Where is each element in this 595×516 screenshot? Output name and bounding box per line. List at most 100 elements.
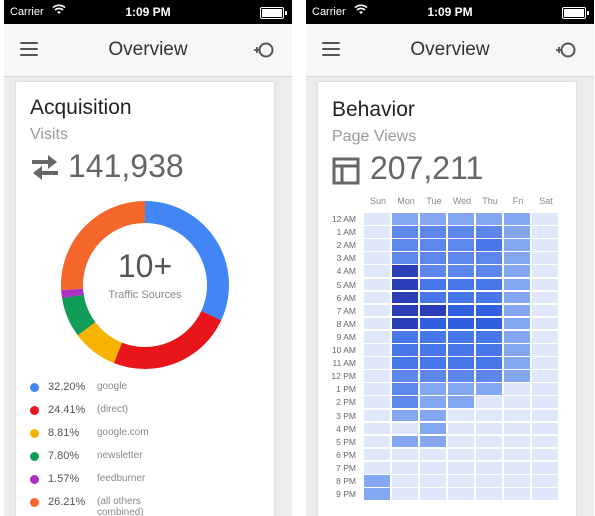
heatmap-cell[interactable] bbox=[504, 461, 530, 474]
donut-slice-2[interactable] bbox=[77, 322, 122, 364]
heatmap-cell[interactable] bbox=[364, 304, 390, 317]
hamburger-menu-icon[interactable] bbox=[20, 42, 38, 58]
heatmap-cell[interactable] bbox=[364, 239, 390, 251]
traffic-sources-donut-chart[interactable]: 10+ Traffic Sources bbox=[60, 200, 230, 370]
heatmap-cell[interactable] bbox=[420, 475, 446, 487]
heatmap-cell[interactable] bbox=[504, 488, 530, 500]
heatmap-cell[interactable] bbox=[420, 213, 446, 225]
heatmap-cell[interactable] bbox=[448, 488, 474, 500]
heatmap-cell[interactable] bbox=[532, 291, 558, 304]
heatmap-cell[interactable] bbox=[504, 344, 530, 356]
heatmap-cell[interactable] bbox=[532, 304, 558, 317]
heatmap-cell[interactable] bbox=[420, 278, 446, 291]
heatmap-cell[interactable] bbox=[420, 265, 446, 278]
heatmap-cell[interactable] bbox=[532, 488, 558, 500]
donut-slice-1[interactable] bbox=[113, 310, 222, 369]
heatmap-cell[interactable] bbox=[364, 409, 390, 422]
heatmap-cell[interactable] bbox=[392, 488, 418, 500]
heatmap-cell[interactable] bbox=[476, 252, 502, 264]
heatmap-cell[interactable] bbox=[504, 226, 530, 238]
heatmap-cell[interactable] bbox=[448, 409, 474, 422]
heatmap-cell[interactable] bbox=[532, 252, 558, 264]
heatmap-cell[interactable] bbox=[476, 344, 502, 356]
heatmap-cell[interactable] bbox=[392, 409, 418, 422]
heatmap-cell[interactable] bbox=[532, 265, 558, 278]
heatmap-cell[interactable] bbox=[476, 317, 502, 330]
heatmap-cell[interactable] bbox=[532, 435, 558, 448]
heatmap-cell[interactable] bbox=[420, 383, 446, 395]
heatmap-cell[interactable] bbox=[476, 330, 502, 343]
heatmap-cell[interactable] bbox=[532, 278, 558, 291]
heatmap-cell[interactable] bbox=[504, 278, 530, 291]
heatmap-cell[interactable] bbox=[476, 291, 502, 304]
heatmap-cell[interactable] bbox=[364, 435, 390, 448]
heatmap-cell[interactable] bbox=[504, 239, 530, 251]
heatmap-cell[interactable] bbox=[420, 226, 446, 238]
heatmap-cell[interactable] bbox=[476, 422, 502, 435]
heatmap-cell[interactable] bbox=[392, 461, 418, 474]
heatmap-cell[interactable] bbox=[420, 488, 446, 500]
heatmap-cell[interactable] bbox=[504, 330, 530, 343]
heatmap-cell[interactable] bbox=[504, 291, 530, 304]
heatmap-cell[interactable] bbox=[504, 435, 530, 448]
heatmap-cell[interactable] bbox=[420, 448, 446, 461]
heatmap-cell[interactable] bbox=[364, 213, 390, 225]
heatmap-cell[interactable] bbox=[392, 265, 418, 278]
heatmap-cell[interactable] bbox=[532, 422, 558, 435]
heatmap-cell[interactable] bbox=[364, 278, 390, 291]
heatmap-cell[interactable] bbox=[392, 317, 418, 330]
heatmap-cell[interactable] bbox=[448, 396, 474, 409]
heatmap-cell[interactable] bbox=[392, 304, 418, 317]
heatmap-cell[interactable] bbox=[364, 344, 390, 356]
heatmap-cell[interactable] bbox=[364, 330, 390, 343]
heatmap-cell[interactable] bbox=[504, 213, 530, 225]
heatmap-cell[interactable] bbox=[476, 383, 502, 395]
heatmap-cell[interactable] bbox=[504, 448, 530, 461]
heatmap-cell[interactable] bbox=[392, 239, 418, 251]
heatmap-cell[interactable] bbox=[392, 370, 418, 382]
donut-slice-4[interactable] bbox=[61, 288, 84, 299]
heatmap-cell[interactable] bbox=[448, 265, 474, 278]
heatmap-cell[interactable] bbox=[448, 239, 474, 251]
hamburger-menu-icon[interactable] bbox=[322, 42, 340, 58]
heatmap-cell[interactable] bbox=[448, 291, 474, 304]
heatmap-cell[interactable] bbox=[392, 475, 418, 487]
donut-slice-3[interactable] bbox=[62, 294, 96, 336]
heatmap-cell[interactable] bbox=[448, 370, 474, 382]
heatmap-cell[interactable] bbox=[364, 396, 390, 409]
heatmap-cell[interactable] bbox=[420, 252, 446, 264]
heatmap-cell[interactable] bbox=[532, 226, 558, 238]
heatmap-cell[interactable] bbox=[448, 278, 474, 291]
heatmap-cell[interactable] bbox=[532, 213, 558, 225]
heatmap-cell[interactable] bbox=[420, 344, 446, 356]
heatmap-cell[interactable] bbox=[448, 213, 474, 225]
heatmap-cell[interactable] bbox=[476, 278, 502, 291]
heatmap-cell[interactable] bbox=[476, 409, 502, 422]
heatmap-cell[interactable] bbox=[532, 461, 558, 474]
heatmap-cell[interactable] bbox=[420, 317, 446, 330]
donut-slice-5[interactable] bbox=[61, 201, 145, 291]
heatmap-cell[interactable] bbox=[420, 291, 446, 304]
heatmap-cell[interactable] bbox=[532, 344, 558, 356]
heatmap-cell[interactable] bbox=[364, 357, 390, 369]
heatmap-cell[interactable] bbox=[504, 409, 530, 422]
heatmap-cell[interactable] bbox=[420, 370, 446, 382]
heatmap-cell[interactable] bbox=[420, 409, 446, 422]
page-views-heatmap[interactable] bbox=[364, 213, 560, 513]
heatmap-cell[interactable] bbox=[504, 357, 530, 369]
heatmap-cell[interactable] bbox=[504, 422, 530, 435]
heatmap-cell[interactable] bbox=[504, 475, 530, 487]
heatmap-cell[interactable] bbox=[532, 383, 558, 395]
heatmap-cell[interactable] bbox=[392, 252, 418, 264]
heatmap-cell[interactable] bbox=[420, 435, 446, 448]
heatmap-cell[interactable] bbox=[392, 448, 418, 461]
heatmap-cell[interactable] bbox=[392, 291, 418, 304]
heatmap-cell[interactable] bbox=[476, 461, 502, 474]
heatmap-cell[interactable] bbox=[532, 357, 558, 369]
heatmap-cell[interactable] bbox=[448, 226, 474, 238]
heatmap-cell[interactable] bbox=[392, 330, 418, 343]
heatmap-cell[interactable] bbox=[392, 396, 418, 409]
heatmap-cell[interactable] bbox=[392, 383, 418, 395]
heatmap-cell[interactable] bbox=[364, 448, 390, 461]
heatmap-cell[interactable] bbox=[504, 304, 530, 317]
